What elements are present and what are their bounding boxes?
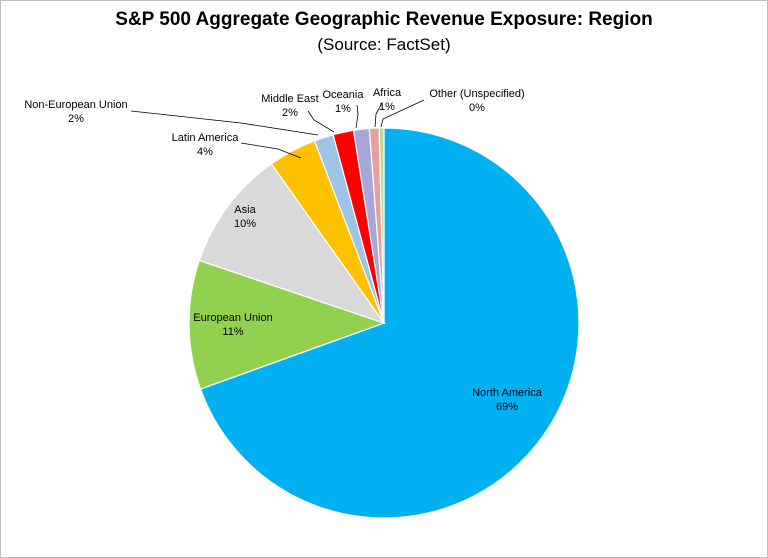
pie-slice-european-union — [188, 259, 386, 390]
chart-subtitle: (Source: FactSet) — [317, 35, 451, 54]
pie-slice-other-unspecified — [378, 127, 385, 324]
slice-value-european-union: 11% — [222, 326, 243, 338]
slice-value-middle-east: 2% — [282, 107, 298, 119]
slice-label-european-union: European Union — [193, 312, 273, 324]
slice-label-asia: Asia — [234, 204, 256, 216]
slice-label-latin-america: Latin America — [172, 132, 240, 144]
slice-label-north-america: North America — [472, 387, 543, 399]
slice-label-non-european-union: Non-European Union — [24, 99, 127, 111]
slice-value-north-america: 69% — [496, 401, 518, 413]
leader-line-africa — [374, 102, 383, 128]
slice-value-other-unspecified: 0% — [469, 102, 485, 114]
leader-line-oceania — [355, 104, 359, 129]
slice-value-oceania: 1% — [335, 103, 351, 115]
slice-value-latin-america: 4% — [197, 146, 213, 158]
leader-line-latin-america — [240, 142, 302, 159]
leader-line-middle-east — [307, 110, 335, 133]
leader-line-non-european-union — [130, 110, 319, 136]
pie-slice-north-america — [199, 127, 580, 519]
slice-label-oceania: Oceania — [323, 89, 365, 101]
slice-value-non-european-union: 2% — [68, 113, 84, 125]
pie-slice-asia — [198, 162, 386, 325]
slice-label-other-unspecified: Other (Unspecified) — [429, 88, 524, 100]
slice-value-asia: 10% — [234, 218, 256, 230]
chart-title: S&P 500 Aggregate Geographic Revenue Exp… — [115, 9, 653, 30]
slice-label-africa: Africa — [373, 87, 402, 99]
slice-value-africa: 1% — [379, 101, 395, 113]
leader-line-other-unspecified — [380, 99, 425, 128]
slice-label-middle-east: Middle East — [261, 93, 318, 105]
